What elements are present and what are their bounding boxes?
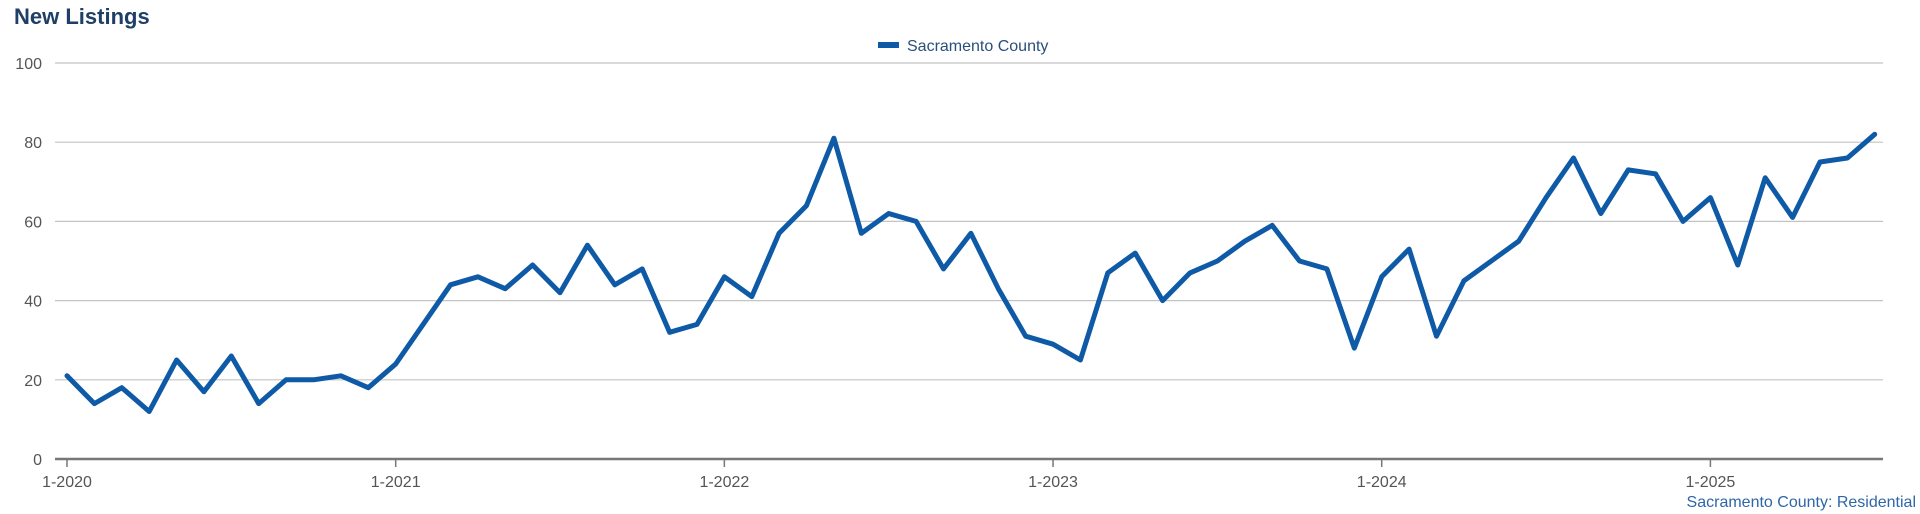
y-tick-label-60: 60 [24, 214, 42, 231]
x-tick-label-4: 1-2024 [1357, 474, 1407, 491]
chart-title: New Listings [14, 4, 150, 29]
x-tick-label-1: 1-2021 [371, 474, 421, 491]
x-axis: 1-2020 1-2021 1-2022 1-2023 1-2024 1-2025 [42, 457, 1883, 491]
legend-label-sacramento-county: Sacramento County [907, 38, 1048, 55]
x-tick-label-0: 1-2020 [42, 474, 92, 491]
grid-lines [55, 62, 1883, 381]
x-tick-label-5: 1-2025 [1685, 474, 1735, 491]
x-tick-label-2: 1-2022 [699, 474, 749, 491]
x-tick-label-3: 1-2023 [1028, 474, 1078, 491]
chart-footnote: Sacramento County: Residential [1686, 494, 1916, 511]
y-tick-label-20: 20 [24, 373, 42, 390]
y-tick-label-40: 40 [24, 294, 42, 311]
y-tick-label-80: 80 [24, 135, 42, 152]
series-layer [64, 131, 1878, 414]
legend: Sacramento County [878, 38, 1048, 55]
series-line-sacramento-county [64, 131, 1878, 414]
y-tick-label-100: 100 [15, 56, 42, 73]
y-axis: 0 20 40 60 80 100 [15, 56, 42, 469]
y-tick-label-0: 0 [33, 452, 42, 469]
